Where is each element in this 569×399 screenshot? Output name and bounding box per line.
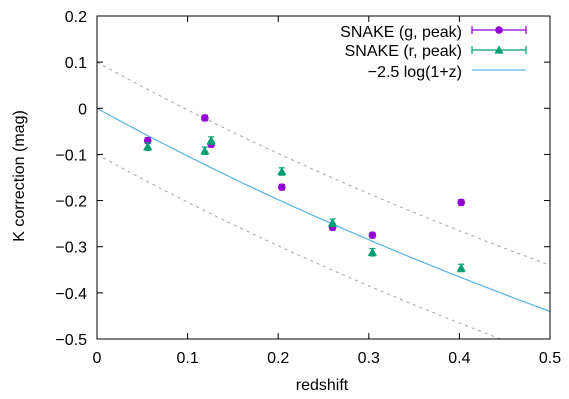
data-point-r-3	[277, 166, 287, 176]
x-tick-label: 0.3	[358, 350, 380, 367]
data-point-r-4	[327, 218, 338, 227]
x-tick-label: 0	[93, 350, 102, 367]
data-point-r-1	[200, 146, 210, 155]
data-point-r-6	[456, 263, 466, 272]
legend-label-curve: −2.5 log(1+z)	[368, 64, 462, 81]
y-tick-label: 0.2	[65, 9, 87, 26]
bound-line-upper	[97, 61, 550, 266]
legend-samples	[471, 26, 527, 71]
points-layer	[143, 114, 466, 273]
y-tick-label: 0.1	[65, 55, 87, 72]
legend: SNAKE (g, peak) SNAKE (r, peak) −2.5 log…	[340, 24, 527, 81]
legend-label-r-peak: SNAKE (r, peak)	[345, 43, 462, 60]
x-tick-label: 0.2	[267, 350, 289, 367]
plot-frame	[96, 15, 551, 340]
curve-layer	[97, 107, 550, 312]
data-point-g-5	[368, 231, 377, 239]
data-point-r-5	[367, 247, 378, 256]
x-tick-label: 0.1	[176, 350, 198, 367]
y-tick-label: −0.3	[55, 240, 87, 257]
legend-marker-r	[494, 45, 504, 54]
y-tick-label: 0	[78, 101, 87, 118]
legend-label-g-peak: SNAKE (g, peak)	[340, 24, 462, 41]
data-point-g-3	[278, 183, 286, 191]
y-axis-label: K correction (mag)	[11, 110, 28, 242]
x-tick-label: 0.5	[539, 350, 561, 367]
x-axis-label: redshift	[296, 377, 349, 394]
legend-marker-g	[495, 26, 503, 34]
data-point-g-1	[201, 114, 209, 122]
y-tick-label: −0.4	[55, 286, 87, 303]
data-point-g-6	[457, 198, 466, 207]
x-tick-label: 0.4	[448, 350, 470, 367]
data-point-r-0	[143, 141, 153, 151]
bounds-layer	[97, 61, 550, 339]
data-point-r-2	[206, 135, 216, 145]
model-curve-line	[97, 107, 550, 312]
axes-layer: 0 0.1 0.2 0.3 0.4 0.5 0.2 0.1 0 −0.1 −0.2 −0.3 −0.4 −…	[55, 9, 561, 367]
bound-line-lower	[97, 153, 503, 339]
y-tick-label: −0.2	[55, 194, 87, 211]
y-tick-label: −0.5	[55, 332, 87, 349]
y-tick-label: −0.1	[55, 147, 87, 164]
